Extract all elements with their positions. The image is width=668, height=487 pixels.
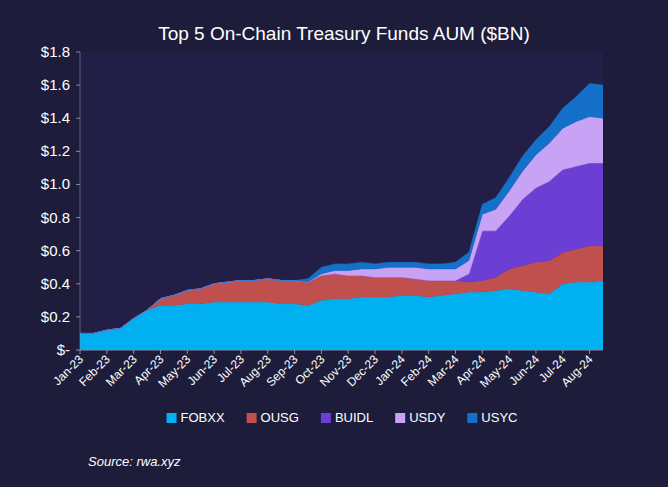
- legend-label: USYC: [481, 410, 517, 425]
- x-tick: [160, 350, 161, 354]
- x-tick: [562, 350, 563, 354]
- title: Top 5 On-Chain Treasury Funds AUM ($BN): [158, 23, 530, 44]
- x-tick-label: Mar-24: [425, 352, 462, 389]
- y-tick-label: $1.4: [41, 109, 70, 126]
- x-tick: [428, 350, 429, 354]
- x-tick: [401, 350, 402, 354]
- plot-area: [80, 52, 603, 350]
- y-tick: [76, 217, 80, 218]
- x-tick: [589, 350, 590, 354]
- x-tick: [348, 350, 349, 354]
- x-tick: [375, 350, 376, 354]
- y-tick-label: $0.4: [41, 275, 70, 292]
- x-tick: [133, 350, 134, 354]
- x-tick: [267, 350, 268, 354]
- x-tick-label: Sep-23: [263, 352, 300, 389]
- x-tick: [455, 350, 456, 354]
- x-tick-label: Aug-24: [558, 352, 595, 389]
- x-tick-label: Mar-23: [103, 352, 140, 389]
- x-tick-label: Jun-24: [506, 352, 542, 388]
- chart: Top 5 On-Chain Treasury Funds AUM ($BN) $…: [0, 0, 668, 487]
- y-tick: [76, 85, 80, 86]
- legend-swatch: [395, 413, 405, 423]
- y-tick-label: $1.6: [41, 76, 70, 93]
- legend: FOBXX OUSG BUIDL USDY USYC: [167, 410, 518, 425]
- y-tick-label: $0.2: [41, 308, 70, 325]
- y-tick-label: $0.6: [41, 242, 70, 259]
- x-tick-label: May-24: [477, 352, 515, 390]
- y-tick-label: $1.8: [41, 43, 70, 60]
- y-tick-label: $1.0: [41, 175, 70, 192]
- area-usdy: [80, 117, 603, 334]
- areas: [80, 83, 603, 350]
- y-tick: [76, 118, 80, 119]
- x-tick: [509, 350, 510, 354]
- x-tick: [294, 350, 295, 354]
- legend-swatch: [321, 413, 331, 423]
- y-tick-label: $1.2: [41, 142, 70, 159]
- legend-swatch: [167, 413, 177, 423]
- x-tick-label: May-23: [155, 352, 193, 390]
- area-usyc: [80, 83, 603, 333]
- legend-label: USDY: [409, 410, 445, 425]
- y-tick: [76, 316, 80, 317]
- legend-swatch: [247, 413, 257, 423]
- x-tick: [535, 350, 536, 354]
- y-axis: [80, 52, 81, 350]
- x-tick: [187, 350, 188, 354]
- y-tick: [76, 52, 80, 53]
- legend-label: FOBXX: [181, 410, 225, 425]
- y-tick-label: $0.8: [41, 209, 70, 226]
- y-tick-label: $-: [57, 341, 70, 358]
- y-tick: [76, 350, 80, 351]
- x-tick-label: Jun-23: [184, 352, 220, 388]
- x-axis: [80, 350, 603, 351]
- background: [0, 0, 668, 487]
- x-tick: [214, 350, 215, 354]
- source: Source: rwa.xyz: [88, 454, 181, 469]
- legend-label: BUIDL: [335, 410, 373, 425]
- x-tick: [106, 350, 107, 354]
- x-tick: [482, 350, 483, 354]
- x-tick: [80, 350, 81, 354]
- y-tick: [76, 283, 80, 284]
- legend-swatch: [467, 413, 477, 423]
- legend-label: OUSG: [261, 410, 299, 425]
- x-tick: [240, 350, 241, 354]
- x-tick-label: Dec-23: [344, 352, 381, 389]
- y-tick: [76, 250, 80, 251]
- y-tick: [76, 151, 80, 152]
- y-tick: [76, 184, 80, 185]
- x-tick: [321, 350, 322, 354]
